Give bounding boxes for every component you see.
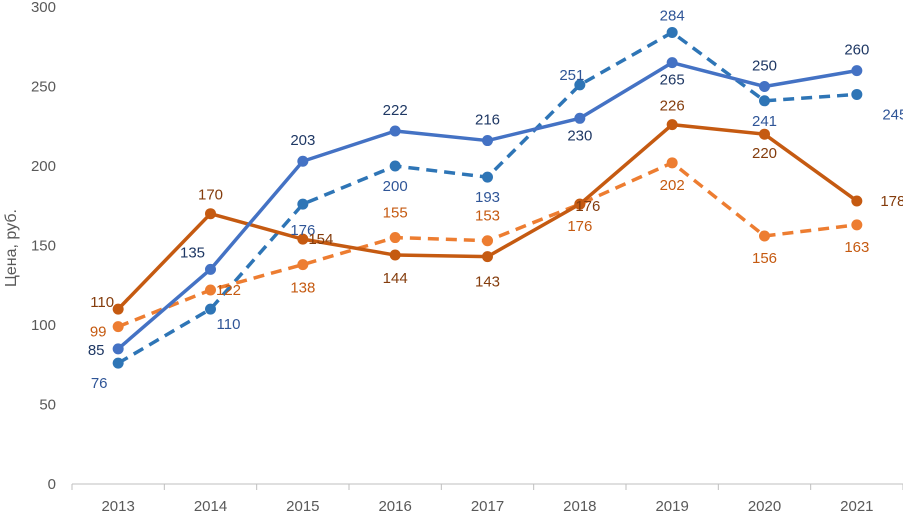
y-tick-label: 150	[31, 238, 56, 255]
data-point-blue-solid	[482, 135, 493, 147]
x-tick-label: 2020	[748, 498, 781, 515]
data-point-blue-dashed	[389, 160, 401, 172]
x-tick-label: 2015	[286, 498, 319, 515]
data-label-blue-dashed: 193	[475, 189, 500, 206]
data-label-orange-solid: 110	[90, 294, 114, 311]
data-point-orange-dashed	[482, 235, 493, 247]
data-label-orange-dashed: 155	[383, 205, 408, 222]
y-tick-label: 300	[31, 0, 56, 16]
data-label-orange-dashed: 99	[90, 324, 107, 341]
data-label-blue-dashed: 241	[752, 113, 777, 130]
data-label-blue-solid: 203	[290, 132, 315, 149]
data-label-blue-dashed: 200	[383, 178, 408, 195]
data-label-orange-dashed: 138	[290, 280, 315, 297]
data-label-blue-dashed: 176	[290, 222, 315, 239]
data-point-blue-solid	[759, 81, 770, 92]
data-label-blue-solid: 216	[475, 112, 500, 129]
x-tick-label: 2016	[378, 498, 411, 515]
data-label-orange-solid: 154	[308, 231, 333, 248]
data-point-orange-dashed	[666, 157, 678, 169]
y-axis-label: Цена, руб.	[3, 209, 20, 287]
data-label-orange-solid: 144	[383, 270, 408, 287]
data-point-blue-dashed	[666, 26, 678, 38]
data-label-orange-solid: 143	[475, 274, 500, 291]
data-point-blue-solid	[851, 65, 863, 77]
x-tick-label: 2019	[655, 498, 688, 515]
data-point-orange-solid	[759, 128, 770, 140]
data-point-blue-dashed	[482, 171, 493, 183]
data-label-orange-solid: 226	[660, 98, 685, 115]
data-point-blue-dashed	[297, 198, 309, 210]
y-tick-label: 50	[39, 397, 56, 414]
data-point-blue-dashed	[574, 79, 586, 91]
data-point-blue-solid	[297, 155, 309, 167]
x-tick-label: 2018	[563, 498, 596, 515]
data-label-blue-solid: 230	[567, 127, 592, 144]
data-point-orange-solid	[205, 208, 216, 220]
x-tick-label: 2013	[101, 498, 134, 515]
data-point-blue-solid	[389, 125, 401, 137]
data-label-orange-dashed: 153	[475, 208, 500, 225]
data-labels: 85 135 203 222 216 230 265 250 260 76 110 176 200 193…	[88, 7, 903, 392]
data-point-blue-dashed	[205, 303, 216, 315]
data-point-orange-solid	[851, 195, 863, 207]
data-point-orange-solid	[297, 233, 309, 245]
data-point-orange-solid	[389, 249, 401, 261]
x-tick-label: 2017	[471, 498, 504, 515]
data-point-blue-dashed	[851, 88, 863, 100]
data-label-blue-solid: 85	[88, 342, 105, 359]
y-tick-label: 100	[31, 317, 56, 334]
data-label-orange-dashed: 122	[216, 282, 241, 299]
data-point-blue-solid	[574, 112, 586, 124]
data-label-blue-solid: 265	[660, 72, 685, 89]
data-label-orange-solid: 170	[198, 187, 223, 204]
data-label-orange-solid: 220	[752, 145, 777, 162]
data-point-orange-dashed	[205, 284, 216, 296]
y-tick-label: 250	[31, 79, 56, 96]
x-tick-label: 2021	[840, 498, 873, 515]
data-label-blue-solid: 260	[844, 42, 869, 59]
data-point-blue-dashed	[759, 95, 770, 107]
data-point-orange-dashed	[112, 321, 124, 333]
data-point-orange-dashed	[759, 230, 770, 242]
data-label-orange-dashed: 156	[752, 250, 777, 267]
data-point-orange-dashed	[389, 232, 401, 244]
data-point-orange-dashed	[851, 219, 863, 231]
data-label-orange-dashed: 163	[844, 239, 869, 256]
data-point-blue-solid	[112, 343, 124, 355]
data-label-orange-solid: 176	[575, 198, 600, 215]
data-point-orange-solid	[666, 119, 678, 131]
data-label-blue-dashed: 284	[660, 7, 685, 24]
data-point-orange-solid	[574, 198, 586, 210]
axes: 2013 2014 2015 2016 2017 2018 2019 2020 2021 0 50 1…	[31, 0, 903, 515]
data-point-blue-solid	[205, 263, 216, 275]
data-label-blue-solid: 135	[180, 244, 205, 261]
x-tick-label: 2014	[194, 498, 227, 515]
data-point-orange-solid	[112, 303, 124, 315]
data-point-blue-solid	[666, 57, 678, 69]
data-label-blue-dashed: 251	[559, 67, 584, 84]
data-point-orange-solid	[482, 251, 493, 263]
data-label-blue-solid: 250	[752, 58, 777, 75]
data-label-blue-solid: 222	[383, 102, 408, 119]
series-layer	[112, 26, 863, 369]
data-label-orange-dashed: 176	[567, 218, 592, 235]
data-label-orange-solid: 178	[880, 193, 903, 210]
data-label-blue-dashed: 245	[882, 106, 903, 123]
data-label-blue-dashed: 76	[91, 375, 108, 392]
y-tick-label: 0	[48, 476, 56, 493]
data-point-orange-dashed	[297, 259, 309, 271]
data-label-blue-dashed: 110	[217, 316, 241, 333]
data-point-blue-dashed	[112, 357, 124, 369]
data-label-orange-dashed: 202	[660, 177, 685, 194]
y-tick-label: 200	[31, 158, 56, 175]
